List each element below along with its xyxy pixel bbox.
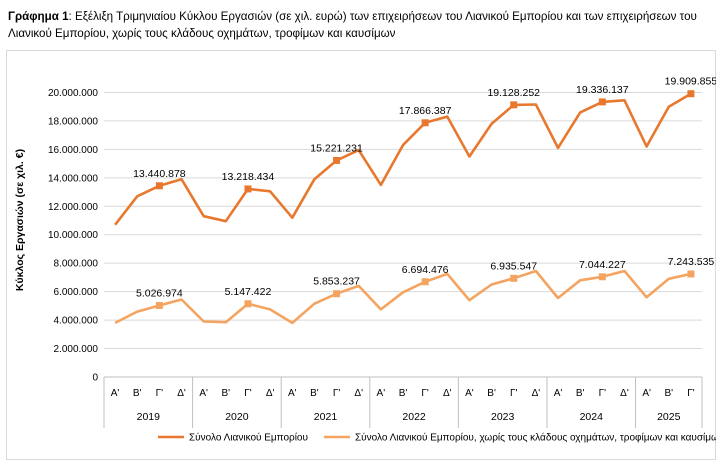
figure-caption: Γράφημα 1: Εξέλιξη Τριμηνιαίου Κύκλου Ερ… — [8, 8, 716, 42]
x-group-label: 2023 — [491, 411, 515, 423]
data-label: 7.044.227 — [579, 259, 626, 271]
x-group-label: 2024 — [580, 411, 604, 423]
x-tick-label: Α' — [111, 388, 120, 399]
x-tick-label: Γ' — [156, 388, 164, 399]
x-axis: Α' Β' Γ' Δ' Α' Β' Γ' Δ' Α' Β' Γ' Δ' Α' Β' Γ' Δ' Α' Β' Γ' Δ'… — [103, 376, 703, 428]
x-tick-label: Α' — [465, 388, 474, 399]
data-label: 19.909.855 — [665, 76, 716, 88]
data-point-marker — [687, 90, 695, 98]
x-group-label: 2022 — [402, 411, 426, 423]
data-point-marker — [421, 278, 429, 286]
y-tick-label: 4.000.000 — [54, 316, 99, 327]
chart-border — [6, 50, 716, 460]
x-tick-label: Δ' — [443, 388, 452, 399]
data-point-marker — [155, 301, 163, 309]
y-tick-label: 10.000.000 — [48, 230, 98, 241]
data-label: 6.935.547 — [490, 260, 537, 272]
y-tick-label: 14.000.000 — [48, 173, 98, 184]
y-tick-label: 6.000.000 — [54, 287, 99, 298]
series-line — [114, 269, 692, 325]
data-point-marker — [687, 270, 695, 278]
x-tick-label: Β' — [487, 388, 496, 399]
data-point-marker — [510, 274, 518, 282]
legend-label: Σύνολο Λιανικού Εμπορίου — [189, 432, 308, 444]
x-tick-label: Γ' — [687, 388, 695, 399]
x-tick-label: Γ' — [421, 388, 429, 399]
data-label: 15.221.231 — [310, 142, 363, 154]
y-axis: 0 2.000.000 4.000.000 6.000.000 8.000.000 10.… — [48, 88, 99, 384]
data-point-marker — [598, 273, 606, 281]
data-label: 5.147.422 — [225, 286, 272, 298]
x-tick-label: Β' — [576, 388, 585, 399]
line-chart: 0 2.000.000 4.000.000 6.000.000 8.000.000 10.… — [6, 50, 724, 460]
series-line — [114, 92, 692, 226]
x-tick-label: Δ' — [266, 388, 275, 399]
data-label: 5.853.237 — [313, 276, 360, 288]
caption-text: : Εξέλιξη Τριμηνιαίου Κύκλου Εργασιών (σ… — [8, 10, 697, 40]
x-tick-label: Α' — [554, 388, 563, 399]
y-axis-title: Κύκλος Εργασιών (σε χιλ. €) — [14, 149, 26, 291]
x-tick-label: Α' — [642, 388, 651, 399]
data-label: 13.440.878 — [133, 168, 186, 180]
x-group-label: 2021 — [314, 411, 338, 423]
x-tick-label: Β' — [664, 388, 673, 399]
x-tick-label: Δ' — [532, 388, 541, 399]
series-group: 13.440.878 13.218.434 15.221.231 17.866.387… — [114, 76, 717, 325]
x-tick-label: Α' — [199, 388, 208, 399]
data-point-marker — [244, 185, 252, 193]
data-point-marker — [333, 156, 341, 164]
y-tick-label: 0 — [92, 373, 98, 384]
data-label: 19.336.137 — [576, 84, 629, 96]
y-tick-label: 16.000.000 — [48, 145, 98, 156]
x-tick-label: Δ' — [177, 388, 186, 399]
data-label: 7.243.535 — [668, 256, 715, 268]
x-tick-label: Γ' — [599, 388, 607, 399]
x-tick-label: Γ' — [244, 388, 252, 399]
y-tick-label: 12.000.000 — [48, 202, 98, 213]
x-tick-label: Β' — [310, 388, 319, 399]
data-label: 6.694.476 — [402, 264, 449, 276]
data-label: 19.128.252 — [487, 87, 540, 99]
x-tick-label: Δ' — [620, 388, 629, 399]
data-point-marker — [598, 98, 606, 106]
x-tick-label: Β' — [222, 388, 231, 399]
y-tick-label: 18.000.000 — [48, 116, 98, 127]
data-point-marker — [155, 182, 163, 190]
chart-area: 0 2.000.000 4.000.000 6.000.000 8.000.000 10.… — [6, 50, 724, 460]
x-tick-label: Γ' — [510, 388, 518, 399]
data-point-marker — [244, 300, 252, 308]
x-tick-label: Β' — [133, 388, 142, 399]
y-tick-label: 8.000.000 — [54, 259, 99, 270]
data-label: 17.866.387 — [399, 105, 452, 117]
data-point-marker — [333, 290, 341, 298]
x-tick-label: Δ' — [354, 388, 363, 399]
legend-label: Σύνολο Λιανικού Εμπορίου, χωρίς τους κλά… — [355, 432, 716, 444]
x-tick-label: Α' — [377, 388, 386, 399]
data-label: 13.218.434 — [222, 171, 275, 183]
caption-label: Γράφημα 1 — [8, 10, 69, 23]
data-point-marker — [421, 119, 429, 127]
x-tick-label: Γ' — [333, 388, 341, 399]
x-tick-label: Β' — [399, 388, 408, 399]
x-group-label: 2025 — [657, 411, 681, 423]
x-group-label: 2019 — [137, 411, 161, 423]
data-point-marker — [510, 101, 518, 109]
x-group-label: 2020 — [225, 411, 249, 423]
x-tick-label: Α' — [288, 388, 297, 399]
y-tick-label: 20.000.000 — [48, 88, 98, 99]
legend: Σύνολο Λιανικού Εμπορίου Σύνολο Λιανικού … — [158, 432, 724, 444]
data-label: 5.026.974 — [136, 287, 183, 299]
y-tick-label: 2.000.000 — [54, 344, 99, 355]
